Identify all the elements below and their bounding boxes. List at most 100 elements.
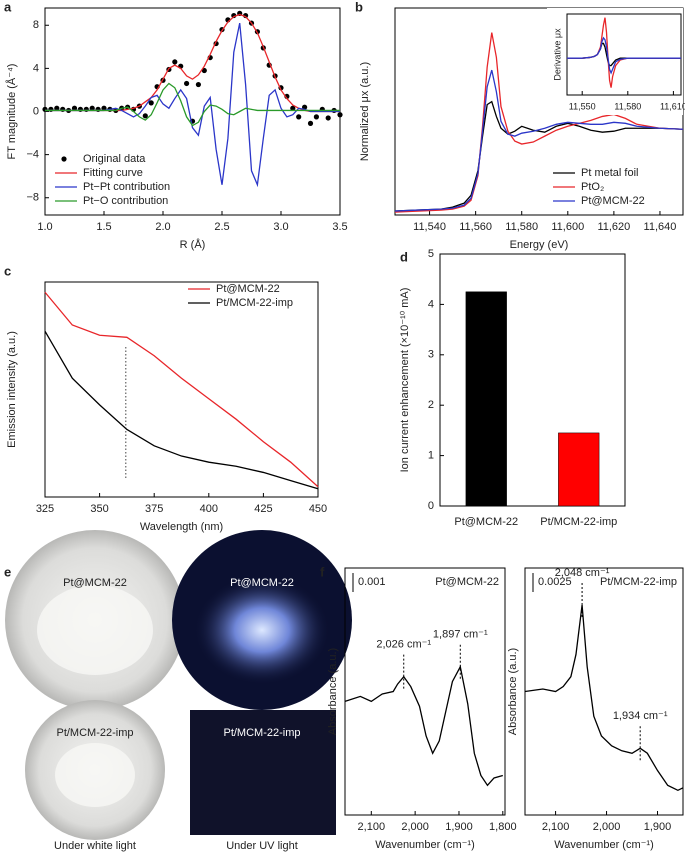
data-point <box>231 12 237 19</box>
annotation: 2,048 cm⁻¹ <box>555 567 610 579</box>
x-tick-label: 1,900 <box>644 821 672 833</box>
data-line <box>394 32 684 213</box>
data-point <box>296 114 302 120</box>
y-tick-label: −4 <box>26 149 39 161</box>
data-point <box>307 120 314 126</box>
x-tick-label: 2,000 <box>401 821 429 833</box>
data-point <box>337 112 343 118</box>
data-line <box>45 13 340 113</box>
photo-caption: Under UV light <box>226 840 298 852</box>
powder <box>37 585 153 675</box>
data-point <box>60 106 66 112</box>
x-tick-label: 11,580 <box>614 101 641 111</box>
plot-frame <box>524 567 684 816</box>
x-tick-label: 1.5 <box>96 221 111 233</box>
x-tick-label: 1,900 <box>445 821 473 833</box>
legend-label: Pt/MCM-22-imp <box>216 297 293 309</box>
x-tick-label: 3.0 <box>273 221 288 233</box>
y-axis-label: Normalized μx (a.u.) <box>359 62 371 161</box>
data-line <box>394 69 684 212</box>
x-tick-label: 2,000 <box>593 821 621 833</box>
x-tick-label: 450 <box>309 503 327 515</box>
data-point <box>42 106 48 112</box>
x-tick-label: 2,100 <box>542 821 570 833</box>
powder <box>194 575 330 685</box>
annotation: 1,897 cm⁻¹ <box>433 629 488 641</box>
photo-caption: Under white light <box>54 840 136 852</box>
y-tick-label: 1 <box>428 450 434 462</box>
x-tick-label: 11,560 <box>459 221 492 233</box>
scale-label: 0.001 <box>358 576 386 588</box>
bar <box>558 432 600 507</box>
x-tick-label: 11,640 <box>644 221 677 233</box>
x-axis-label: Energy (eV) <box>510 239 569 251</box>
y-tick-label: 8 <box>33 19 39 31</box>
x-tick-label: 350 <box>90 503 108 515</box>
data-line <box>45 82 340 127</box>
x-axis-label: Wavenumber (cm⁻¹) <box>554 839 654 851</box>
x-tick-label: 2,100 <box>358 821 386 833</box>
data-point <box>172 59 178 65</box>
powder <box>55 743 135 807</box>
chart-title: Pt@MCM-22 <box>435 576 499 588</box>
data-line <box>394 100 684 212</box>
x-tick-label: 3.5 <box>332 221 347 233</box>
x-axis-label: Wavenumber (cm⁻¹) <box>375 839 475 851</box>
scale-label: 0.0025 <box>538 576 572 588</box>
x-tick-label: 11,550 <box>569 101 596 111</box>
y-axis-label: Derivative μx <box>552 28 562 81</box>
data-point <box>325 115 331 121</box>
x-axis-label: R (Å) <box>180 238 206 251</box>
plot-frame <box>344 567 506 816</box>
legend-label: Original data <box>83 153 146 165</box>
legend-label: Pt@MCM-22 <box>581 195 645 207</box>
legend-label: Pt metal foil <box>581 167 638 179</box>
x-tick-label: 2.0 <box>155 221 170 233</box>
x-tick-label: Pt/MCM-22-imp <box>540 516 617 528</box>
data-line <box>344 664 503 787</box>
y-axis-label: Absorbance (a.u.) <box>327 648 339 735</box>
plot-frame <box>566 13 682 96</box>
legend-label: Pt−Pt contribution <box>83 181 170 193</box>
y-tick-label: 0 <box>428 500 434 512</box>
y-tick-label: −8 <box>26 192 39 204</box>
panel-letter: e <box>4 564 11 579</box>
x-tick-label: Pt@MCM-22 <box>454 516 518 528</box>
data-point <box>184 80 190 87</box>
data-point <box>313 114 319 120</box>
annotation: 1,934 cm⁻¹ <box>613 710 668 722</box>
panel-letter: f <box>320 564 325 579</box>
data-line <box>524 604 684 792</box>
y-axis-label: Absorbance (a.u.) <box>507 648 519 735</box>
panel-letter: d <box>400 249 408 264</box>
panel-letter: a <box>4 0 12 14</box>
x-tick-label: 1,800 <box>489 821 517 833</box>
data-point <box>95 106 101 112</box>
data-point <box>195 81 201 88</box>
y-axis-label: FT magnitude (Å⁻⁴) <box>5 64 18 160</box>
legend-label: Fitting curve <box>83 167 143 179</box>
x-tick-label: 2.5 <box>214 221 229 233</box>
data-point <box>142 113 148 119</box>
plot-frame <box>439 253 626 507</box>
photo-label: Pt/MCM-22-imp <box>56 727 133 739</box>
legend-marker <box>61 156 67 162</box>
x-tick-label: 11,610 <box>660 101 685 111</box>
x-tick-label: 400 <box>200 503 218 515</box>
y-tick-label: 5 <box>428 248 434 260</box>
photo-plate <box>190 710 336 835</box>
data-line <box>44 330 319 490</box>
y-tick-label: 4 <box>428 298 434 310</box>
chart-title: Pt/MCM-22-imp <box>600 576 677 588</box>
data-line <box>567 36 681 75</box>
legend-label: Pt−O contribution <box>83 195 168 207</box>
x-tick-label: 11,580 <box>505 221 538 233</box>
data-point <box>48 106 54 112</box>
x-tick-label: 1.0 <box>37 221 52 233</box>
y-axis-label: Emission intensity (a.u.) <box>6 331 18 448</box>
plot-frame <box>44 281 319 498</box>
data-point <box>243 12 249 19</box>
annotation: 2,026 cm⁻¹ <box>376 639 431 651</box>
bar <box>465 291 507 507</box>
